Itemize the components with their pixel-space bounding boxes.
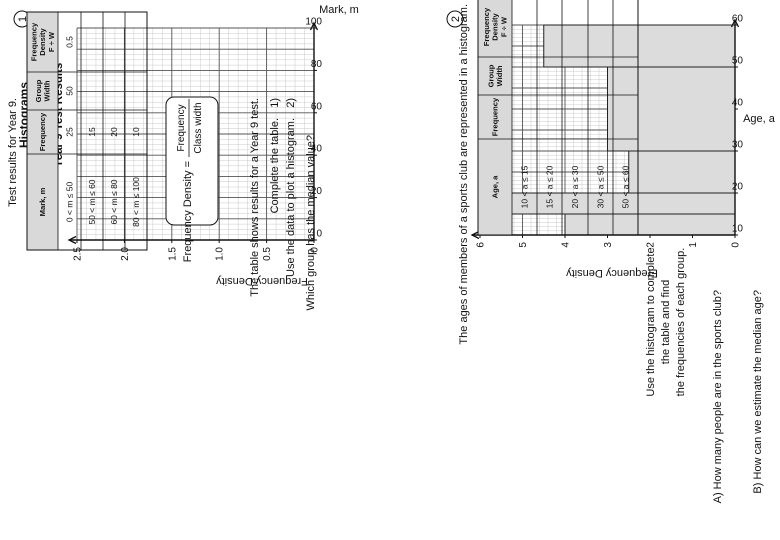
y-tick-label: 0.5 bbox=[262, 247, 273, 261]
question-1: 1 Histograms Year 9 Test Results 0204060… bbox=[7, 4, 359, 311]
q2-table-header-3: Group bbox=[486, 64, 495, 87]
x-tick-label: 100 bbox=[305, 17, 322, 28]
q2-table-header-4: Frequency bbox=[482, 7, 491, 46]
q2-question-a: A) How many people are in the sports clu… bbox=[712, 290, 724, 503]
q1-table-cell: 60 < m ≤ 80 bbox=[109, 179, 119, 224]
x-axis-title: Mark, m bbox=[319, 4, 359, 16]
q1-table-header-4: Density bbox=[38, 28, 47, 56]
formula-box-border bbox=[165, 96, 219, 226]
q1-step-2-num: 2) bbox=[285, 98, 297, 108]
x-tick-label: 40 bbox=[311, 144, 323, 155]
x-axis-title: Age, a bbox=[743, 113, 776, 125]
formula-box: Frequency Density = Frequency Class widt… bbox=[165, 96, 219, 262]
q2-instruction-1: Use the histogram to complete bbox=[645, 247, 657, 396]
q1-table-header-3: Group bbox=[34, 79, 43, 102]
y-tick-label: 2.0 bbox=[120, 247, 131, 261]
q2-intro: The ages of members of a sports club are… bbox=[458, 4, 470, 345]
q2-table-header-2: Frequency bbox=[491, 97, 500, 136]
formula-lhs: Frequency Density = bbox=[182, 161, 194, 262]
q2-table-cell: 50 < a ≤ 60 bbox=[620, 165, 630, 208]
q1-intro: Test results for Year 9. bbox=[7, 98, 19, 207]
y-tick-label: 0 bbox=[731, 242, 742, 248]
y-tick-label: 5 bbox=[518, 242, 529, 248]
q2-question-b: B) How can we estimate the median age? bbox=[752, 290, 764, 494]
y-axis-title: Frequency Density bbox=[566, 267, 658, 279]
x-tick-label: 30 bbox=[732, 140, 744, 151]
q1-question: Which group has the median value? bbox=[305, 135, 317, 311]
x-tick-label: 0 bbox=[316, 229, 322, 240]
q2-table-header-1: Age, a bbox=[491, 175, 500, 199]
q1-table-border bbox=[26, 11, 148, 251]
y-tick-label: 1.5 bbox=[167, 247, 178, 261]
q1-table-header-4: F ÷ W bbox=[47, 31, 56, 52]
x-tick-label: 60 bbox=[732, 14, 744, 25]
histogram-bar-2 bbox=[479, 192, 736, 215]
x-tick-label: 10 bbox=[732, 224, 744, 235]
y-tick-label: 2 bbox=[646, 242, 657, 248]
y-axis-title: Frequency Density bbox=[216, 275, 308, 287]
q1-step-1-text: Complete the table. bbox=[269, 118, 281, 213]
y-axis-arrow bbox=[470, 230, 480, 240]
x-tick-label: 20 bbox=[732, 182, 744, 193]
q2-number-circle bbox=[446, 10, 464, 28]
q1-table-header-bg bbox=[27, 12, 58, 250]
q2-number: 2 bbox=[450, 16, 462, 22]
x-tick-label: 60 bbox=[311, 101, 323, 112]
question-2: 2 The ages of members of a sports club a… bbox=[446, 0, 776, 503]
formula-denominator: Class width bbox=[193, 102, 204, 153]
q2-histogram: 10 20 30 40 50 60 0 1 2 3 4 5 6 Age, a Frequency Densi… bbox=[470, 14, 776, 279]
q1-table-cell: 0 < m ≤ 50 bbox=[64, 182, 74, 223]
q2-table-header-4: Density bbox=[491, 13, 500, 41]
q1-table-header-1: Mark, m bbox=[38, 187, 47, 216]
q1-number: 1 bbox=[17, 16, 29, 22]
q2-table-cell: 10 < a ≤ 15 bbox=[519, 165, 529, 208]
y-tick-label: 1.0 bbox=[215, 247, 226, 261]
histogram-bar-5 bbox=[543, 24, 736, 68]
q1-table-cell: 50 bbox=[64, 86, 74, 96]
formula-numerator: Frequency bbox=[176, 104, 187, 151]
q1-table-header-2: Frequency bbox=[38, 112, 47, 151]
q1-table-header-3: Width bbox=[43, 80, 52, 101]
q1-table-cell: 0.5 bbox=[64, 36, 74, 48]
q1-description: The table shows results for a Year 9 tes… bbox=[249, 98, 261, 297]
q2-table-header-4: F ÷ W bbox=[499, 16, 508, 37]
y-axis-arrow bbox=[67, 235, 77, 245]
histogram-bar-4 bbox=[607, 66, 736, 152]
y-tick-label: 3 bbox=[603, 242, 614, 248]
q2-instruction-3: the frequencies of each group. bbox=[675, 248, 687, 397]
q1-table-cell: 20 bbox=[109, 127, 119, 137]
q2-table-cell: 20 < a ≤ 30 bbox=[570, 165, 580, 208]
q2-table-cell: 30 < a ≤ 50 bbox=[595, 165, 605, 208]
q2-table-border bbox=[477, 0, 639, 236]
q2-table-header-bg bbox=[478, 0, 512, 235]
q1-table-header-4: Frequency bbox=[29, 22, 38, 61]
q2-table-cell: 15 < a ≤ 20 bbox=[544, 165, 554, 208]
y-tick-label: 6 bbox=[476, 242, 487, 248]
histogram-bar-3 bbox=[628, 150, 736, 194]
x-tick-label: 20 bbox=[311, 186, 323, 197]
y-tick-label: 0 bbox=[310, 247, 321, 253]
q2-table-header-3: Width bbox=[495, 65, 504, 86]
q2-instruction-2: the table and find bbox=[660, 280, 672, 364]
y-tick-label: 4 bbox=[561, 242, 572, 248]
q1-step-2-text: Use the data to plot a histogram. bbox=[285, 118, 297, 277]
q1-table-cell: 50 < m ≤ 60 bbox=[87, 179, 97, 224]
q1-table-cell: 80 < m ≤ 100 bbox=[131, 177, 141, 227]
q1-table-cell: 25 bbox=[64, 127, 74, 137]
q1-table-cell: 15 bbox=[87, 127, 97, 137]
x-tick-label: 50 bbox=[732, 56, 744, 67]
y-tick-label: 2.5 bbox=[73, 247, 84, 261]
x-tick-label: 80 bbox=[311, 59, 323, 70]
histogram-bar-1 bbox=[564, 213, 736, 236]
x-tick-label: 40 bbox=[732, 98, 744, 109]
q1-step-1-num: 1) bbox=[269, 98, 281, 108]
y-tick-label: 1 bbox=[688, 242, 699, 248]
q1-table-cell: 10 bbox=[131, 127, 141, 137]
